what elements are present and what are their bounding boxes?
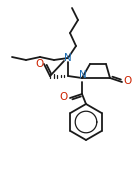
Text: O: O [60,92,68,102]
Text: N: N [79,70,87,80]
Text: O: O [123,76,131,86]
Text: N: N [64,53,72,63]
Text: O: O [35,59,43,69]
